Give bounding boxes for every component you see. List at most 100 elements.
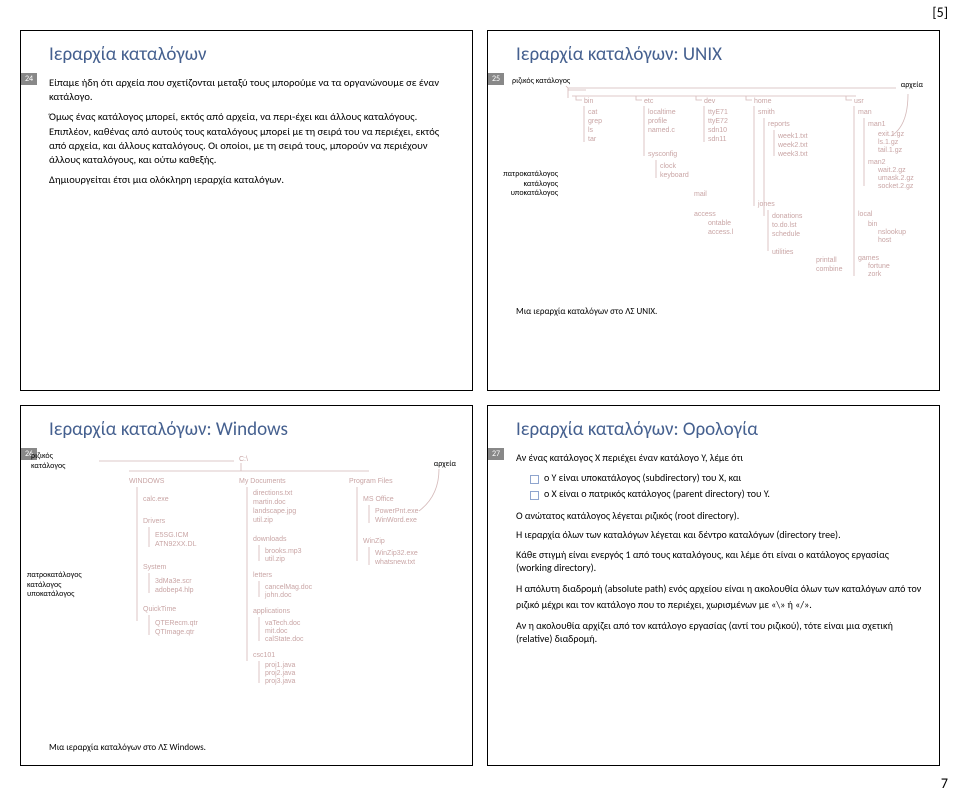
- bullet: ο Χ είναι ο πατρικός κατάλογος (parent d…: [530, 487, 923, 501]
- n: downloads: [253, 536, 287, 543]
- n: umask.2.gz: [878, 175, 914, 182]
- n: proj2.java: [265, 670, 295, 677]
- n: man: [858, 109, 872, 116]
- slide-title: Ιεραρχία καταλόγων: Ορολογία: [516, 418, 923, 441]
- n: john.doc: [264, 592, 292, 599]
- root-label: ριζικός κατάλογος: [31, 451, 81, 471]
- mid-label: κατάλογος: [27, 580, 61, 590]
- n: profile: [648, 118, 667, 125]
- unix-tree: ριζικός κατάλογος πατροκατάλογος κατάλογ…: [516, 76, 923, 296]
- n: tail.1.gz: [878, 147, 903, 154]
- para: Η ιεραρχία όλων των καταλόγων λέγεται κα…: [516, 528, 923, 542]
- arch-label: αρχεία: [434, 459, 456, 469]
- n: util.zip: [265, 556, 285, 563]
- n: ttyE71: [708, 109, 728, 116]
- n: System: [143, 564, 167, 571]
- slide-26: 26 Ιεραρχία καταλόγων: Windows ριζικός κ…: [20, 405, 473, 766]
- n: ls.1.gz: [878, 139, 899, 146]
- n: printall: [816, 257, 837, 264]
- n: proj1.java: [265, 662, 295, 669]
- page-number-bottom: 7: [941, 775, 948, 792]
- para: Αν η ακολουθία αρχίζει από τον κατάλογο …: [516, 619, 923, 646]
- slide-25: 25 Ιεραρχία καταλόγων: UNIX ριζικός κατά…: [487, 30, 940, 391]
- n: named.c: [648, 127, 675, 134]
- slide-24: 24 Ιεραρχία καταλόγων Είπαμε ήδη ότι αρχ…: [20, 30, 473, 391]
- n: zork: [868, 271, 882, 278]
- n: landscape.jpg: [253, 508, 296, 515]
- n: man2: [868, 159, 886, 166]
- n: martin.doc: [253, 499, 286, 506]
- n: applications: [253, 608, 290, 615]
- n: access.l: [708, 229, 734, 236]
- caption: Μια ιεραρχία καταλόγων στο ΛΣ Windows.: [49, 742, 206, 753]
- n: My Documents: [239, 478, 286, 485]
- para: Κάθε στιγμή είναι ενεργός 1 από τους κατ…: [516, 548, 923, 575]
- n: mit.doc: [265, 628, 288, 635]
- n: PowerPnt.exe: [375, 508, 419, 515]
- slide-27: 27 Ιεραρχία καταλόγων: Ορολογία Αν ένας …: [487, 405, 940, 766]
- arch-label: αρχεία: [901, 80, 923, 90]
- n: Drivers: [143, 518, 166, 525]
- n: wait.2.gz: [877, 167, 906, 174]
- n: home: [754, 98, 772, 105]
- n: cancelMag.doc: [265, 584, 313, 591]
- n: ttyE72: [708, 118, 728, 125]
- para: Η απόλυτη διαδρομή (absolute path) ενός …: [516, 581, 923, 613]
- n: bin: [584, 98, 593, 105]
- n: usr: [854, 98, 864, 105]
- n: to.do.lst: [772, 222, 797, 229]
- n: QuickTime: [143, 606, 176, 613]
- para: Δημιουργείται έτσι μια ολόκληρη ιεραρχία…: [49, 173, 456, 187]
- n: WinWord.exe: [375, 517, 417, 524]
- n: grep: [588, 118, 602, 125]
- n: local: [858, 211, 873, 218]
- n: donations: [772, 213, 803, 220]
- n: nslookup: [878, 229, 906, 236]
- n: sysconfig: [648, 151, 677, 158]
- n: 3dMa3e.scr: [155, 578, 192, 585]
- windows-tree: ριζικός κατάλογος πατροκατάλογος κατάλογ…: [49, 451, 456, 671]
- n: socket.2.gz: [878, 183, 914, 190]
- para: Όμως ένας κατάλογος μπορεί, εκτός από αρ…: [49, 110, 456, 167]
- n: E5SG.ICM: [155, 532, 189, 539]
- slide-title: Ιεραρχία καταλόγων: UNIX: [516, 43, 923, 66]
- n: week2.txt: [777, 142, 808, 149]
- root-label: ριζικός κατάλογος: [512, 76, 570, 86]
- para: Ο ανώτατος κατάλογος λέγεται ριζικός (ro…: [516, 509, 923, 523]
- mid-label: υποκατάλογος: [27, 589, 74, 599]
- n: WinZip: [363, 538, 385, 545]
- page-number-top: [5]: [932, 4, 948, 21]
- n: calState.doc: [265, 636, 304, 643]
- n: C:\: [239, 456, 248, 463]
- tree-svg: C:\ WINDOWS My Documents Program Files c…: [49, 451, 449, 686]
- para: Είπαμε ήδη ότι αρχεία που σχετίζονται με…: [49, 76, 456, 104]
- bullet: ο Υ είναι υποκατάλογος (subdirectory) το…: [530, 471, 923, 485]
- slide-title: Ιεραρχία καταλόγων: Windows: [49, 418, 456, 441]
- slide-body: Αν ένας κατάλογος Χ περιέχει έναν κατάλο…: [516, 451, 923, 646]
- n: ontable: [708, 220, 731, 227]
- tree-svg: bin etc dev home usr cat grep ls tar: [516, 76, 916, 296]
- n: fortune: [868, 263, 890, 270]
- n: adobep4.hlp: [155, 587, 194, 594]
- slide-badge: 27: [488, 448, 504, 460]
- mid-label: πατροκατάλογος: [503, 169, 558, 179]
- n: QTImage.qtr: [155, 629, 195, 636]
- n: jones: [757, 201, 775, 208]
- n: games: [858, 255, 880, 262]
- n: calc.exe: [143, 496, 169, 503]
- n: vaTech.doc: [265, 620, 301, 627]
- n: util.zip: [253, 517, 273, 524]
- n: week1.txt: [777, 133, 808, 140]
- n: sdn10: [708, 127, 727, 134]
- n: dev: [704, 98, 716, 105]
- caption: Μια ιεραρχία καταλόγων στο ΛΣ UNIX.: [516, 306, 923, 317]
- n: host: [878, 237, 891, 244]
- n: schedule: [772, 231, 800, 238]
- n: Program Files: [349, 478, 393, 485]
- n: QTERecm.qtr: [155, 620, 198, 627]
- n: ls: [588, 127, 594, 134]
- n: letters: [253, 572, 273, 579]
- n: utilities: [772, 249, 794, 256]
- slide-body: Είπαμε ήδη ότι αρχεία που σχετίζονται με…: [49, 76, 456, 187]
- n: exit.1.gz: [878, 131, 905, 138]
